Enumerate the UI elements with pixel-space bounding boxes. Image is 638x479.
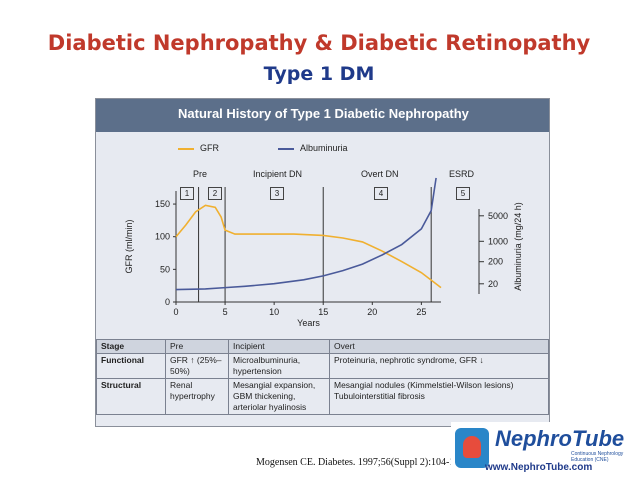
line-chart: 0 5 10 15 20 250501001502020010005000YearsGFR… — [124, 177, 523, 328]
y2-tick-label: 5000 — [488, 211, 508, 221]
y-axis-title: GFR (ml/min) — [124, 220, 134, 274]
x-tick-label: 10 — [269, 307, 279, 317]
y-tick-label: 150 — [155, 199, 170, 209]
stage-number-2: 2 — [208, 187, 222, 200]
logo-tagline: Continuous Nephrology Education (CNE) — [571, 451, 624, 463]
figure-heading: Natural History of Type 1 Diabetic Nephr… — [178, 106, 469, 121]
stage-number-3: 3 — [270, 187, 284, 200]
y2-axis-title: Albuminuria (mg/24 h) — [513, 202, 523, 291]
table-cell: Overt — [329, 339, 549, 354]
logo-url: www.NephroTube.com — [485, 462, 593, 473]
table-cell: Microalbuminuria, hypertension — [228, 353, 330, 379]
series-line-albuminuria — [175, 177, 437, 291]
legend-gfr-swatch — [178, 148, 194, 150]
x-axis-title: Years — [297, 318, 320, 328]
y-tick-label: 100 — [155, 232, 170, 242]
stage-number-4: 4 — [374, 187, 388, 200]
summary-table: Stage Pre Incipient Overt Functional GFR… — [96, 339, 549, 415]
y2-tick-label: 1000 — [488, 236, 508, 246]
stage-number-5: 5 — [456, 187, 470, 200]
legend-gfr-label: GFR — [200, 143, 219, 153]
x-tick-label: 25 — [416, 307, 426, 317]
table-row: Structural Renal hypertrophy Mesangial e… — [96, 378, 549, 415]
y-tick-label: 0 — [165, 297, 170, 307]
kidney-logo-icon — [455, 428, 489, 468]
x-tick-label: 15 — [318, 307, 328, 317]
table-cell: Structural — [96, 378, 166, 415]
table-cell: Mesangial expansion, GBM thickening, art… — [228, 378, 330, 415]
table-cell: Functional — [96, 353, 166, 379]
table-cell: Incipient — [228, 339, 330, 354]
table-cell: GFR ↑ (25%–50%) — [165, 353, 229, 379]
stage-label-incipient: Incipient DN — [253, 169, 303, 179]
stage-label-pre: Pre — [193, 169, 208, 179]
y2-tick-label: 20 — [488, 279, 498, 289]
figure-panel: Natural History of Type 1 Diabetic Nephr… — [95, 98, 550, 427]
table-row: Functional GFR ↑ (25%–50%) Microalbuminu… — [96, 353, 549, 379]
stage-label-esrd: ESRD — [449, 169, 475, 179]
table-cell: Stage — [96, 339, 166, 354]
x-tick-label: 0 — [173, 307, 178, 317]
citation: Mogensen CE. Diabetes. 1997;56(Suppl 2):… — [256, 457, 459, 468]
stage-label-overt: Overt DN — [361, 169, 399, 179]
slide-subtitle: Type 1 DM — [263, 63, 375, 85]
series-line-gfr — [175, 204, 442, 289]
logo-name: NephroTube — [495, 426, 625, 451]
table-row: Stage Pre Incipient Overt — [96, 339, 549, 354]
stage-number-1: 1 — [180, 187, 194, 200]
legend-albuminuria-label: Albuminuria — [300, 143, 348, 153]
nephrotube-logo: NephroTube Continuous Nephrology Educati… — [451, 422, 627, 474]
slide-title: Diabetic Nephropathy & Diabetic Retinopa… — [47, 31, 591, 55]
x-tick-label: 20 — [367, 307, 377, 317]
figure-header: Natural History of Type 1 Diabetic Nephr… — [96, 99, 549, 132]
x-tick-label: 5 — [223, 307, 228, 317]
y-tick-label: 50 — [160, 264, 170, 274]
table-cell: Proteinuria, nephrotic syndrome, GFR ↓ — [329, 353, 549, 379]
table-cell: Mesangial nodules (Kimmelstiel-Wilson le… — [329, 378, 549, 415]
table-cell: Pre — [165, 339, 229, 354]
legend-albuminuria-swatch — [278, 148, 294, 150]
table-cell: Renal hypertrophy — [165, 378, 229, 415]
y2-tick-label: 200 — [488, 257, 503, 267]
